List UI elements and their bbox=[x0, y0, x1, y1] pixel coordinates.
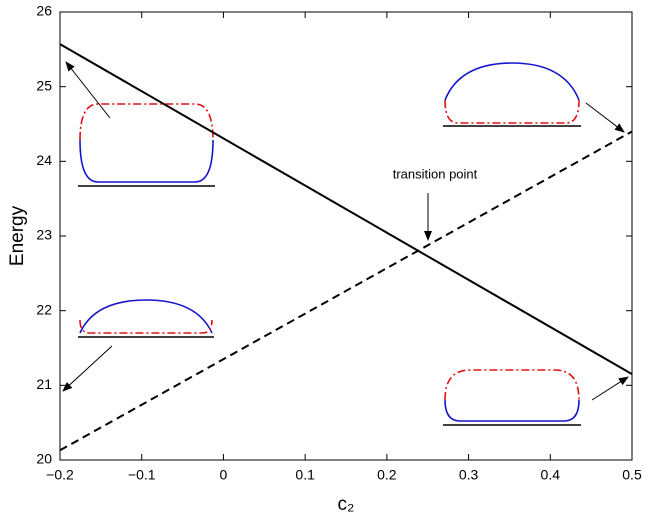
y-tick-label: 20 bbox=[36, 451, 52, 467]
x-tick-label: 0 bbox=[220, 467, 228, 483]
x-tick-label: 0.4 bbox=[541, 467, 561, 483]
inset-curve bbox=[79, 299, 213, 334]
inset-curve bbox=[444, 99, 580, 124]
y-tick-label: 21 bbox=[36, 376, 52, 392]
x-tick-label: 0.5 bbox=[622, 467, 642, 483]
series-line bbox=[59, 43, 633, 375]
y-tick-label: 26 bbox=[36, 3, 52, 19]
y-tick-label: 22 bbox=[36, 301, 52, 317]
series-line bbox=[59, 130, 633, 452]
inset-curve bbox=[444, 369, 580, 401]
x-tick-label: −0.1 bbox=[128, 467, 156, 483]
y-tick-label: 25 bbox=[36, 77, 52, 93]
inset-curve bbox=[79, 139, 214, 183]
inset-curve bbox=[79, 319, 213, 334]
inset-curve bbox=[444, 62, 580, 101]
inset-curve bbox=[79, 103, 214, 141]
y-axis-label: Energy bbox=[7, 205, 28, 266]
inset-curve bbox=[444, 399, 580, 422]
x-tick-label: 0.2 bbox=[377, 467, 397, 483]
x-tick-label: 0.3 bbox=[459, 467, 479, 483]
plot-frame bbox=[59, 11, 633, 461]
x-axis-label: c₂ bbox=[338, 494, 355, 515]
insets bbox=[62, 61, 629, 426]
annotation: transition point bbox=[393, 166, 478, 181]
y-tick-label: 24 bbox=[36, 152, 52, 168]
y-tick-label: 23 bbox=[36, 227, 52, 243]
arrow bbox=[591, 376, 629, 401]
x-tick-label: 0.1 bbox=[295, 467, 315, 483]
x-tick-label: −0.2 bbox=[46, 467, 74, 483]
arrow bbox=[65, 61, 111, 119]
arrow bbox=[62, 345, 113, 392]
arrow bbox=[585, 102, 625, 133]
